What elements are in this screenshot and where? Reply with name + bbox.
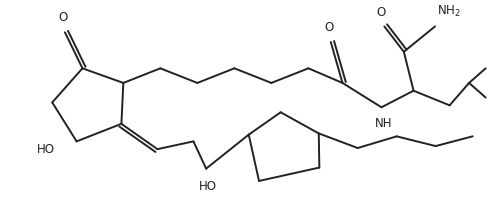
- Text: HO: HO: [37, 143, 55, 156]
- Text: O: O: [377, 6, 386, 19]
- Text: O: O: [324, 21, 333, 34]
- Text: NH: NH: [375, 117, 392, 130]
- Text: O: O: [58, 11, 68, 25]
- Text: HO: HO: [199, 180, 217, 193]
- Text: NH$_2$: NH$_2$: [437, 4, 461, 19]
